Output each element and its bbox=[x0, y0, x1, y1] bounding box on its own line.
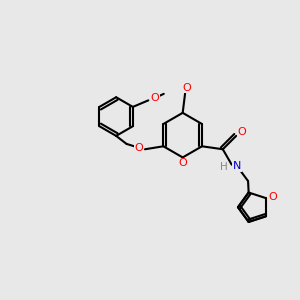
Text: O: O bbox=[182, 82, 191, 93]
Text: O: O bbox=[178, 158, 187, 168]
Text: O: O bbox=[135, 143, 143, 153]
Text: N: N bbox=[233, 161, 241, 171]
Text: H: H bbox=[220, 162, 227, 172]
Text: O: O bbox=[268, 192, 277, 202]
Text: O: O bbox=[237, 127, 246, 137]
Text: O: O bbox=[151, 93, 159, 103]
